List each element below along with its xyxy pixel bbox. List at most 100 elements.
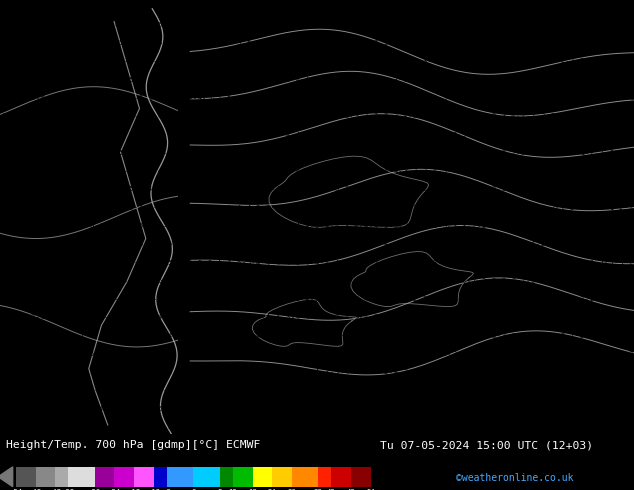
Text: 2: 2 xyxy=(472,76,476,83)
Text: -: - xyxy=(545,40,550,46)
Text: -: - xyxy=(536,40,540,46)
Text: 5: 5 xyxy=(217,388,221,393)
Text: 4: 4 xyxy=(197,58,202,64)
Text: -: - xyxy=(398,351,403,357)
Text: 4: 4 xyxy=(266,351,270,357)
Text: 7: 7 xyxy=(1,131,5,138)
Text: -: - xyxy=(545,260,550,266)
Text: 2: 2 xyxy=(413,278,417,284)
Text: -: - xyxy=(545,186,550,193)
Text: 5: 5 xyxy=(178,58,182,64)
Text: -: - xyxy=(389,22,392,28)
Text: -: - xyxy=(143,22,148,28)
Text: -: - xyxy=(585,223,589,229)
Text: -: - xyxy=(271,150,275,156)
Text: 6: 6 xyxy=(119,76,123,83)
Text: -: - xyxy=(290,388,295,393)
Text: 5: 5 xyxy=(188,223,191,229)
Text: 2: 2 xyxy=(570,333,574,339)
Text: -: - xyxy=(36,351,39,357)
Text: 4: 4 xyxy=(138,333,143,339)
Text: 3: 3 xyxy=(354,3,358,9)
Text: 5: 5 xyxy=(1,424,5,430)
Text: 2: 2 xyxy=(590,58,593,64)
Text: -: - xyxy=(183,113,187,119)
Text: -: - xyxy=(36,186,39,193)
Text: -: - xyxy=(231,351,236,357)
Text: -: - xyxy=(271,369,275,375)
Text: -: - xyxy=(595,333,598,339)
Text: -: - xyxy=(192,3,197,9)
Text: -: - xyxy=(290,223,295,229)
Text: 3: 3 xyxy=(403,205,408,211)
Text: 2: 2 xyxy=(373,260,378,266)
Text: 5: 5 xyxy=(99,388,103,393)
Text: -: - xyxy=(339,76,344,83)
Text: 4: 4 xyxy=(432,150,437,156)
Text: 5: 5 xyxy=(207,131,211,138)
Text: -: - xyxy=(477,205,481,211)
Text: 2: 2 xyxy=(579,351,584,357)
Text: -: - xyxy=(251,424,256,430)
Text: -: - xyxy=(614,186,618,193)
Text: 3: 3 xyxy=(521,260,525,266)
Text: 6: 6 xyxy=(21,186,25,193)
Text: -: - xyxy=(222,223,226,229)
Text: 3: 3 xyxy=(540,95,545,101)
Text: 4: 4 xyxy=(266,369,270,375)
Text: 6: 6 xyxy=(30,241,35,247)
Text: 2: 2 xyxy=(384,424,388,430)
Text: 2: 2 xyxy=(472,333,476,339)
Text: -: - xyxy=(36,315,39,320)
Text: 5: 5 xyxy=(99,333,103,339)
Text: 4: 4 xyxy=(168,95,172,101)
Text: 2: 2 xyxy=(629,205,633,211)
Text: -: - xyxy=(447,3,451,9)
Text: -: - xyxy=(378,150,383,156)
Text: 2: 2 xyxy=(462,315,466,320)
Text: -: - xyxy=(486,113,491,119)
Text: -: - xyxy=(526,58,530,64)
Text: -: - xyxy=(124,168,128,174)
Text: 5: 5 xyxy=(236,168,241,174)
Text: 5: 5 xyxy=(197,424,202,430)
Text: 1: 1 xyxy=(629,241,633,247)
Text: 2: 2 xyxy=(491,351,496,357)
Text: -: - xyxy=(457,424,462,430)
Text: 5: 5 xyxy=(246,131,250,138)
Text: -: - xyxy=(65,95,69,101)
Text: 4: 4 xyxy=(364,186,368,193)
Text: -: - xyxy=(94,351,98,357)
Text: 6: 6 xyxy=(70,369,74,375)
Text: 3: 3 xyxy=(619,3,623,9)
Text: 7: 7 xyxy=(1,260,5,266)
Text: 1: 1 xyxy=(531,315,535,320)
Text: 1: 1 xyxy=(599,40,604,46)
Text: -: - xyxy=(183,95,187,101)
Text: 1: 1 xyxy=(609,424,613,430)
Text: 3: 3 xyxy=(344,22,349,28)
Text: -: - xyxy=(192,76,197,83)
Text: -: - xyxy=(124,205,128,211)
Text: 4: 4 xyxy=(305,76,309,83)
Text: -: - xyxy=(84,333,89,339)
Text: -: - xyxy=(231,113,236,119)
Text: -: - xyxy=(477,168,481,174)
Text: -: - xyxy=(212,205,216,211)
Text: 2: 2 xyxy=(550,424,555,430)
Text: -: - xyxy=(133,406,138,412)
Text: 4: 4 xyxy=(364,351,368,357)
Text: -: - xyxy=(212,168,216,174)
Text: 3: 3 xyxy=(246,369,250,375)
Text: -: - xyxy=(624,315,628,320)
Text: 3: 3 xyxy=(325,76,329,83)
Text: -: - xyxy=(339,58,344,64)
Text: -: - xyxy=(437,333,442,339)
Text: -: - xyxy=(94,369,98,375)
Text: -: - xyxy=(604,22,609,28)
Text: -: - xyxy=(369,22,373,28)
Text: -: - xyxy=(516,296,520,302)
Text: -: - xyxy=(536,241,540,247)
Text: -: - xyxy=(536,388,540,393)
Text: 6: 6 xyxy=(11,278,15,284)
